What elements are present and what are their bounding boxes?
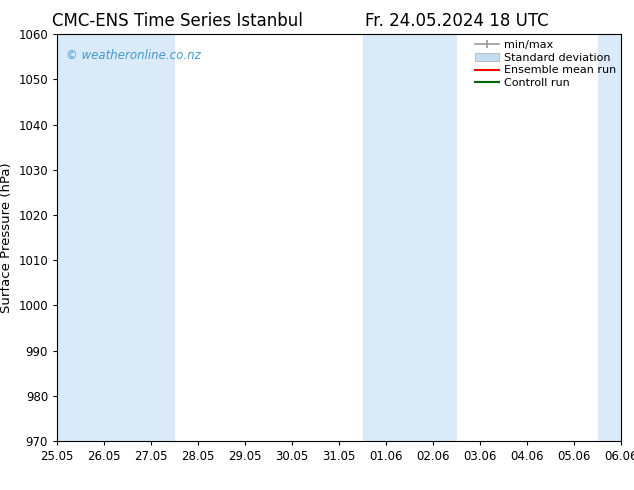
Text: Fr. 24.05.2024 18 UTC: Fr. 24.05.2024 18 UTC: [365, 12, 548, 30]
Text: CMC-ENS Time Series Istanbul: CMC-ENS Time Series Istanbul: [52, 12, 303, 30]
Y-axis label: Surface Pressure (hPa): Surface Pressure (hPa): [0, 162, 13, 313]
Bar: [127, 34, 174, 441]
Legend: min/max, Standard deviation, Ensemble mean run, Controll run: min/max, Standard deviation, Ensemble me…: [472, 38, 618, 91]
Bar: [363, 34, 456, 441]
Text: © weatheronline.co.nz: © weatheronline.co.nz: [65, 49, 200, 62]
Bar: [57, 34, 127, 441]
Bar: [598, 34, 634, 441]
